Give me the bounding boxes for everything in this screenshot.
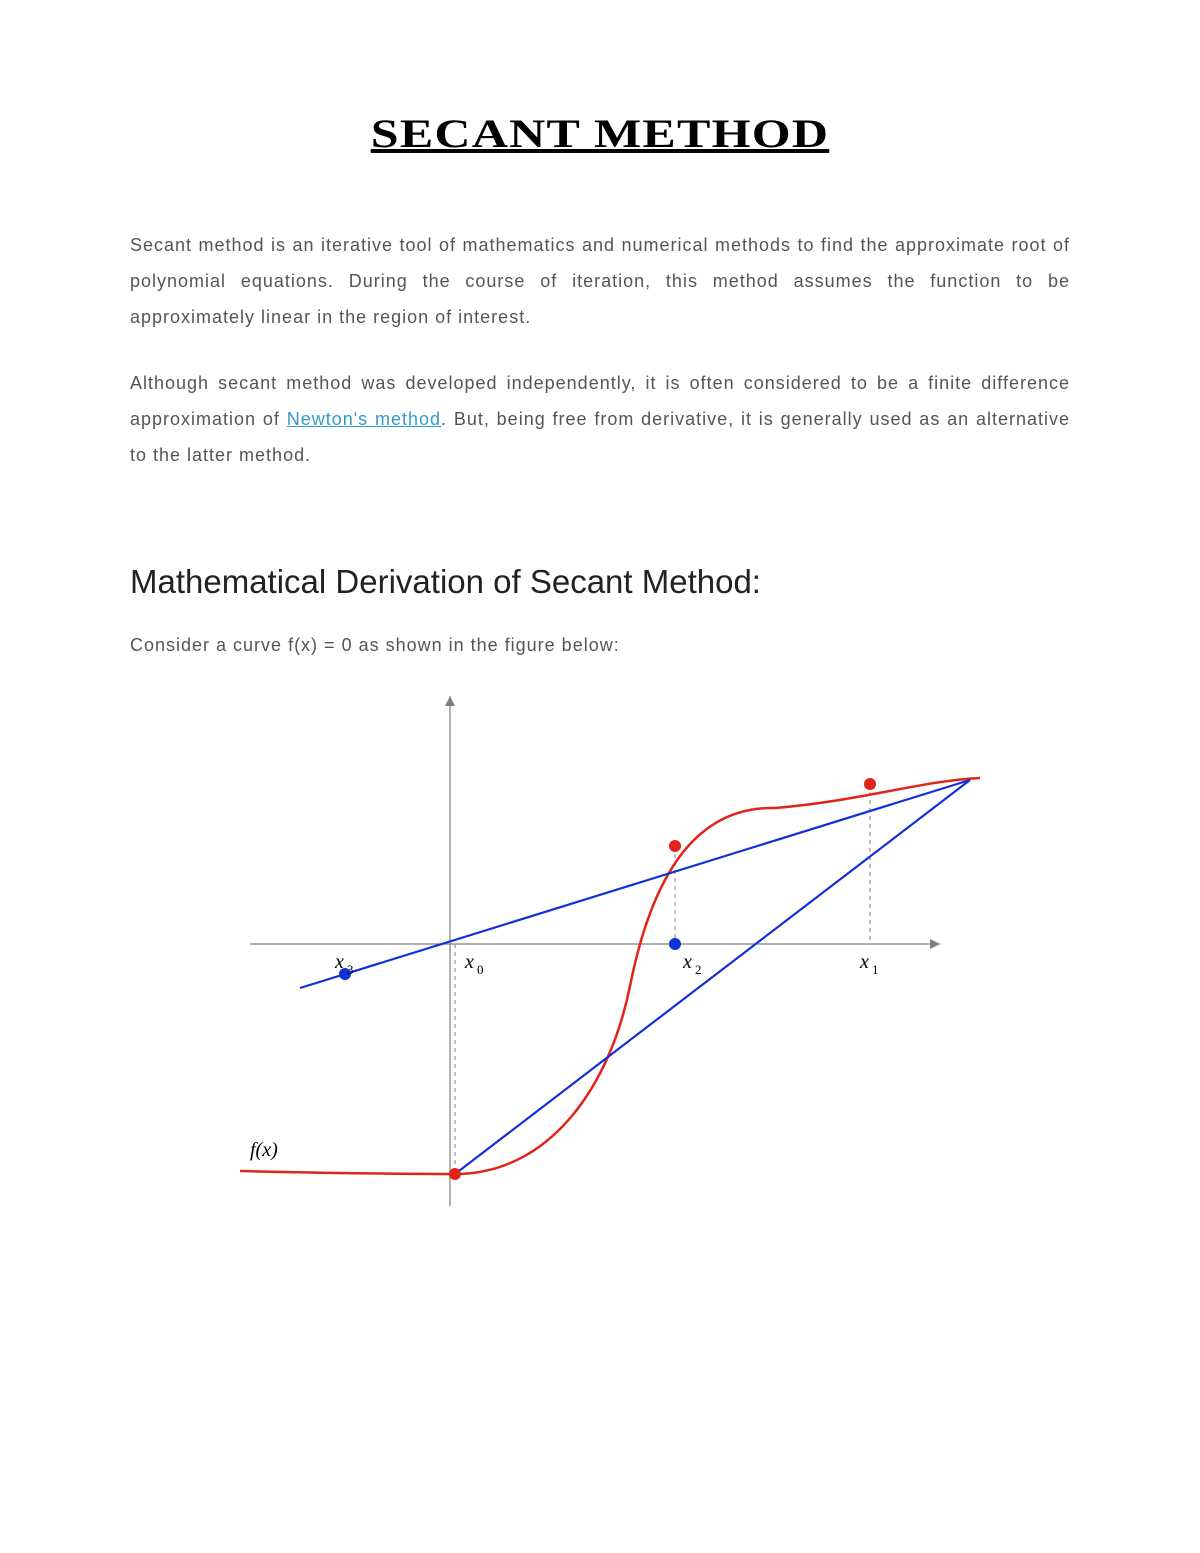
svg-text:x: x xyxy=(334,951,344,973)
svg-text:1: 1 xyxy=(872,962,879,977)
section-heading: Mathematical Derivation of Secant Method… xyxy=(130,563,1070,601)
paragraph-2: Although secant method was developed ind… xyxy=(130,365,1070,473)
secant-svg: f(x)x3x0x2x1 xyxy=(220,676,980,1236)
page-title: SECANT METHOD xyxy=(13,110,1188,157)
svg-text:f(x): f(x) xyxy=(250,1139,278,1161)
svg-text:2: 2 xyxy=(695,962,702,977)
paragraph-1: Secant method is an iterative tool of ma… xyxy=(130,227,1070,335)
secant-chart: f(x)x3x0x2x1 xyxy=(130,676,1070,1241)
svg-text:3: 3 xyxy=(347,962,354,977)
figure-caption: Consider a curve f(x) = 0 as shown in th… xyxy=(130,635,1070,656)
svg-text:x: x xyxy=(682,951,692,973)
newtons-method-link[interactable]: Newton's method xyxy=(287,409,441,429)
svg-text:x: x xyxy=(859,951,869,973)
svg-text:0: 0 xyxy=(477,962,484,977)
svg-text:x: x xyxy=(464,951,474,973)
